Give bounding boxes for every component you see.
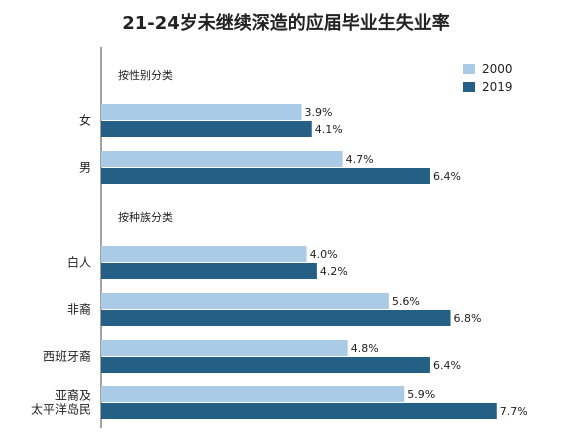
legend-label-2019: 2019 [482,80,513,94]
category-label: 男 [79,161,91,175]
value-label: 6.4% [433,359,461,372]
value-label: 4.1% [315,123,343,136]
legend-swatch-2019 [463,82,475,92]
group-label: 按种族分类 [118,210,173,224]
value-label: 5.9% [407,388,435,401]
legend-swatch-2000 [463,64,475,74]
bar-2019 [101,403,497,419]
group-label: 按性别分类 [118,68,173,82]
category-label: 非裔 [67,302,91,317]
value-label: 6.4% [433,170,461,183]
category-label: 亚裔及太平洋岛民 [31,388,91,417]
bar-2019 [101,121,312,137]
value-label: 5.6% [392,295,420,308]
value-label: 7.7% [500,405,528,418]
category-label: 西班牙裔 [43,349,91,364]
bar-2000 [101,151,343,167]
legend-label-2000: 2000 [482,62,513,76]
bar-2019 [101,357,430,373]
bar-2019 [101,263,317,279]
bar-2000 [101,104,302,120]
value-label: 4.2% [320,265,348,278]
category-label: 女 [79,113,91,128]
bar-2000 [101,293,389,309]
value-label: 3.9% [304,106,332,119]
bar-2000 [101,340,348,356]
value-label: 4.0% [310,248,338,261]
value-label: 6.8% [454,312,482,325]
bar-2019 [101,168,430,184]
value-label: 4.7% [346,153,374,166]
bar-2019 [101,310,451,326]
bar-2000 [101,246,307,262]
value-label: 4.8% [351,342,379,355]
category-label: 白人 [67,255,91,270]
chart-title: 21-24岁未继续深造的应届毕业生失业率 [122,12,450,34]
bar-2000 [101,386,405,402]
legend: 2000 2019 [463,62,513,94]
